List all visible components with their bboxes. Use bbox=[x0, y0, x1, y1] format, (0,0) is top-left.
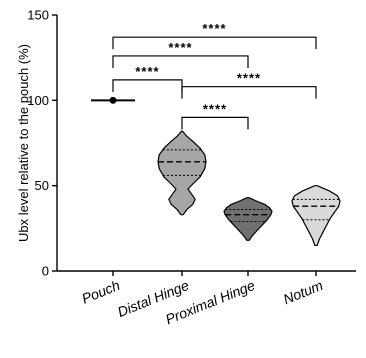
significance-label: **** bbox=[203, 101, 227, 116]
significance-bracket bbox=[112, 55, 249, 68]
significance-label: **** bbox=[135, 64, 159, 79]
significance-label: **** bbox=[168, 40, 192, 55]
y-tick-label: 100 bbox=[27, 93, 49, 108]
violin-body bbox=[291, 185, 341, 246]
significance-label: **** bbox=[202, 21, 226, 36]
significance-bracket bbox=[112, 36, 317, 50]
x-tick-label: Notum bbox=[281, 277, 326, 307]
significance-bracket bbox=[112, 79, 183, 92]
significance-bracket bbox=[181, 116, 249, 130]
violin-point bbox=[109, 96, 117, 104]
x-tick-label: Pouch bbox=[79, 277, 122, 307]
y-axis-title: Ubx level relative to the pouch (%) bbox=[16, 44, 31, 242]
violin-body bbox=[223, 197, 273, 241]
y-tick-label: 50 bbox=[35, 178, 49, 193]
y-tick-label: 150 bbox=[27, 8, 49, 23]
y-tick-label: 0 bbox=[42, 264, 49, 279]
significance-bracket bbox=[181, 86, 317, 99]
violin-body bbox=[157, 130, 207, 216]
significance-label: **** bbox=[237, 71, 261, 86]
